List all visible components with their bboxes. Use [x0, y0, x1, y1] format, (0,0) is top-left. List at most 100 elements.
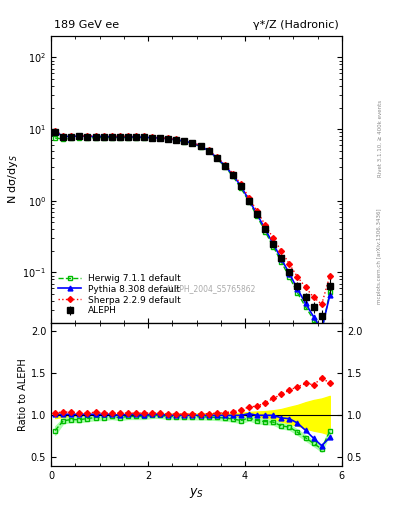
Pythia 8.308 default — [118, 134, 122, 140]
Text: mcplots.cern.ch [arXiv:1306.3436]: mcplots.cern.ch [arXiv:1306.3436] — [377, 208, 382, 304]
Sherpa 2.2.9 default — [231, 170, 235, 177]
Line: Pythia 8.308 default: Pythia 8.308 default — [53, 129, 332, 332]
Herwig 7.1.1 default — [320, 328, 324, 334]
Herwig 7.1.1 default — [101, 135, 106, 141]
Y-axis label: N dσ/dy$_S$: N dσ/dy$_S$ — [6, 154, 20, 204]
Sherpa 2.2.9 default — [247, 195, 252, 201]
Herwig 7.1.1 default — [109, 135, 114, 141]
Herwig 7.1.1 default — [231, 173, 235, 179]
Pythia 8.308 default — [166, 136, 171, 142]
Herwig 7.1.1 default — [158, 135, 163, 141]
Pythia 8.308 default — [134, 134, 138, 140]
Pythia 8.308 default — [320, 327, 324, 333]
Herwig 7.1.1 default — [53, 135, 57, 141]
Legend: Herwig 7.1.1 default, Pythia 8.308 default, Sherpa 2.2.9 default, ALEPH: Herwig 7.1.1 default, Pythia 8.308 defau… — [55, 271, 184, 318]
Herwig 7.1.1 default — [279, 259, 284, 265]
Sherpa 2.2.9 default — [85, 133, 90, 139]
Line: Herwig 7.1.1 default: Herwig 7.1.1 default — [53, 135, 332, 334]
Sherpa 2.2.9 default — [206, 147, 211, 153]
Pythia 8.308 default — [182, 138, 187, 144]
Pythia 8.308 default — [239, 183, 243, 189]
Pythia 8.308 default — [53, 129, 57, 135]
Pythia 8.308 default — [303, 301, 308, 307]
Text: 189 GeV ee: 189 GeV ee — [54, 20, 119, 30]
X-axis label: $y_S$: $y_S$ — [189, 486, 204, 500]
Herwig 7.1.1 default — [222, 163, 227, 169]
Sherpa 2.2.9 default — [174, 136, 179, 142]
Herwig 7.1.1 default — [69, 135, 73, 141]
Sherpa 2.2.9 default — [198, 142, 203, 148]
Text: γ*/Z (Hadronic): γ*/Z (Hadronic) — [253, 20, 339, 30]
Pythia 8.308 default — [263, 226, 268, 232]
Sherpa 2.2.9 default — [53, 127, 57, 134]
Pythia 8.308 default — [295, 286, 300, 292]
Sherpa 2.2.9 default — [271, 235, 275, 241]
Sherpa 2.2.9 default — [320, 301, 324, 307]
Pythia 8.308 default — [327, 292, 332, 298]
Pythia 8.308 default — [287, 271, 292, 277]
Pythia 8.308 default — [158, 135, 163, 141]
Sherpa 2.2.9 default — [166, 135, 171, 141]
Herwig 7.1.1 default — [118, 135, 122, 141]
Pythia 8.308 default — [125, 134, 130, 140]
Herwig 7.1.1 default — [166, 136, 171, 142]
Herwig 7.1.1 default — [206, 148, 211, 155]
Pythia 8.308 default — [279, 255, 284, 262]
Sherpa 2.2.9 default — [311, 294, 316, 301]
Sherpa 2.2.9 default — [150, 134, 154, 140]
Pythia 8.308 default — [69, 133, 73, 139]
Herwig 7.1.1 default — [295, 290, 300, 296]
Pythia 8.308 default — [150, 135, 154, 141]
Pythia 8.308 default — [206, 147, 211, 154]
Herwig 7.1.1 default — [303, 304, 308, 310]
Herwig 7.1.1 default — [93, 135, 98, 141]
Sherpa 2.2.9 default — [287, 261, 292, 267]
Pythia 8.308 default — [141, 134, 146, 140]
Herwig 7.1.1 default — [85, 135, 90, 141]
Pythia 8.308 default — [190, 140, 195, 146]
Pythia 8.308 default — [311, 314, 316, 320]
Y-axis label: Ratio to ALEPH: Ratio to ALEPH — [18, 358, 28, 431]
Pythia 8.308 default — [93, 133, 98, 139]
Sherpa 2.2.9 default — [158, 135, 163, 141]
Herwig 7.1.1 default — [311, 316, 316, 323]
Herwig 7.1.1 default — [77, 135, 82, 141]
Herwig 7.1.1 default — [327, 289, 332, 295]
Sherpa 2.2.9 default — [118, 133, 122, 139]
Pythia 8.308 default — [231, 172, 235, 178]
Sherpa 2.2.9 default — [303, 284, 308, 290]
Herwig 7.1.1 default — [190, 140, 195, 146]
Herwig 7.1.1 default — [141, 135, 146, 141]
Pythia 8.308 default — [61, 133, 66, 139]
Pythia 8.308 default — [85, 133, 90, 139]
Text: Rivet 3.1.10, ≥ 400k events: Rivet 3.1.10, ≥ 400k events — [377, 100, 382, 177]
Pythia 8.308 default — [198, 143, 203, 149]
Sherpa 2.2.9 default — [182, 138, 187, 144]
Pythia 8.308 default — [109, 134, 114, 140]
Sherpa 2.2.9 default — [141, 133, 146, 139]
Herwig 7.1.1 default — [255, 213, 259, 219]
Sherpa 2.2.9 default — [69, 133, 73, 139]
Line: Sherpa 2.2.9 default: Sherpa 2.2.9 default — [53, 129, 332, 306]
Herwig 7.1.1 default — [263, 229, 268, 235]
Sherpa 2.2.9 default — [263, 222, 268, 228]
Sherpa 2.2.9 default — [101, 133, 106, 139]
Sherpa 2.2.9 default — [93, 133, 98, 139]
Herwig 7.1.1 default — [61, 136, 66, 142]
Pythia 8.308 default — [77, 133, 82, 139]
Herwig 7.1.1 default — [150, 135, 154, 141]
Sherpa 2.2.9 default — [255, 208, 259, 214]
Herwig 7.1.1 default — [125, 135, 130, 141]
Pythia 8.308 default — [101, 133, 106, 139]
Pythia 8.308 default — [247, 197, 252, 203]
Sherpa 2.2.9 default — [327, 273, 332, 279]
Herwig 7.1.1 default — [174, 137, 179, 143]
Pythia 8.308 default — [255, 211, 259, 217]
Herwig 7.1.1 default — [134, 135, 138, 141]
Pythia 8.308 default — [222, 162, 227, 168]
Sherpa 2.2.9 default — [295, 274, 300, 280]
Sherpa 2.2.9 default — [190, 139, 195, 145]
Pythia 8.308 default — [214, 155, 219, 161]
Pythia 8.308 default — [174, 137, 179, 143]
Sherpa 2.2.9 default — [125, 133, 130, 139]
